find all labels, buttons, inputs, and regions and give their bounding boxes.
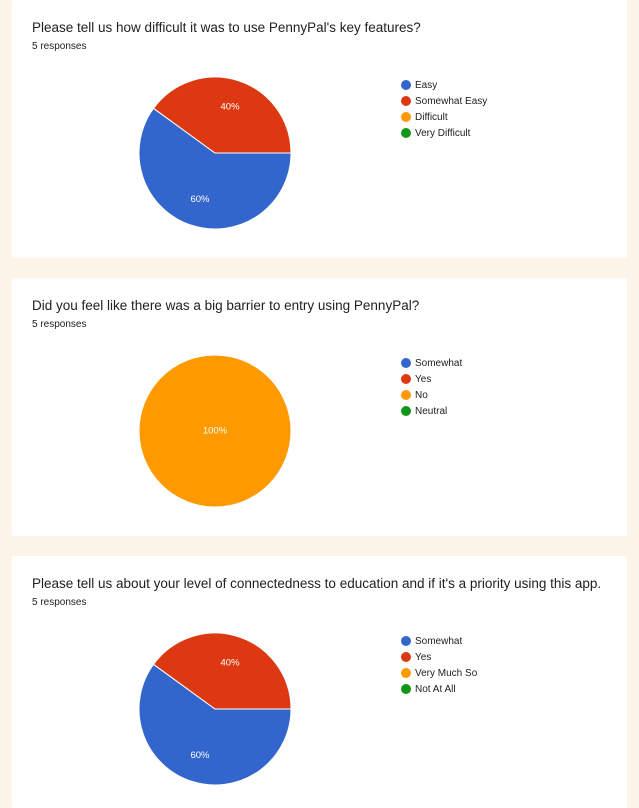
response-count: 5 responses <box>32 41 87 52</box>
chart-card: Please tell us about your level of conne… <box>12 556 627 808</box>
chart-card: Please tell us how difficult it was to u… <box>12 0 627 258</box>
legend-item: Not At All <box>401 681 477 697</box>
pie-chart: 60% 40% <box>138 632 292 786</box>
chart-card: Did you feel like there was a big barrie… <box>12 278 627 536</box>
legend-dot-icon <box>401 636 411 646</box>
legend-item: Somewhat Easy <box>401 93 487 109</box>
pie-slice-no <box>138 354 292 508</box>
slice-percent-label: 60% <box>190 194 210 205</box>
legend-item: Somewhat <box>401 355 462 371</box>
legend-label: Yes <box>415 373 432 385</box>
legend-dot-icon <box>401 128 411 138</box>
pie-slice-easy <box>138 107 292 230</box>
question-title: Please tell us how difficult it was to u… <box>32 20 421 35</box>
legend-item: Easy <box>401 77 487 93</box>
pie-slice-yes <box>152 632 292 710</box>
legend-dot-icon <box>401 684 411 694</box>
legend-label: No <box>415 389 428 401</box>
legend-item: Yes <box>401 371 462 387</box>
legend-item: Difficult <box>401 109 487 125</box>
legend-item: Very Difficult <box>401 125 487 141</box>
legend-item: No <box>401 387 462 403</box>
chart-legend: Somewhat Yes Very Much So Not At All <box>401 633 477 697</box>
legend-dot-icon <box>401 652 411 662</box>
legend-label: Somewhat <box>415 357 463 369</box>
legend-dot-icon <box>401 374 411 384</box>
legend-dot-icon <box>401 358 411 368</box>
legend-label: Difficult <box>415 111 448 123</box>
legend-label: Somewhat Easy <box>415 95 488 107</box>
legend-item: Neutral <box>401 403 462 419</box>
slice-percent-label: 100% <box>203 426 228 437</box>
slice-percent-label: 40% <box>221 101 241 112</box>
legend-label: Yes <box>415 651 432 663</box>
legend-item: Very Much So <box>401 665 477 681</box>
question-title: Did you feel like there was a big barrie… <box>32 298 420 313</box>
legend-dot-icon <box>401 80 411 90</box>
response-count: 5 responses <box>32 319 87 330</box>
slice-percent-label: 40% <box>221 657 241 668</box>
legend-dot-icon <box>401 668 411 678</box>
chart-legend: Easy Somewhat Easy Difficult Very Difficult <box>401 77 487 141</box>
response-count: 5 responses <box>32 597 87 608</box>
legend-dot-icon <box>401 406 411 416</box>
pie-chart: 60% 40% <box>138 76 292 230</box>
legend-label: Very Difficult <box>415 127 471 139</box>
pie-chart: 100% <box>138 354 292 508</box>
question-title: Please tell us about your level of conne… <box>32 576 602 591</box>
chart-legend: Somewhat Yes No Neutral <box>401 355 462 419</box>
legend-label: Easy <box>415 79 438 91</box>
legend-item: Somewhat <box>401 633 477 649</box>
legend-item: Yes <box>401 649 477 665</box>
legend-label: Somewhat <box>415 635 463 647</box>
legend-label: Very Much So <box>415 667 478 679</box>
pie-slice-somewhat-easy <box>152 76 292 154</box>
slice-percent-label: 60% <box>190 750 210 761</box>
legend-dot-icon <box>401 112 411 122</box>
pie-slice-somewhat <box>138 663 292 786</box>
legend-label: Neutral <box>415 405 448 417</box>
legend-dot-icon <box>401 390 411 400</box>
legend-label: Not At All <box>415 683 456 695</box>
legend-dot-icon <box>401 96 411 106</box>
